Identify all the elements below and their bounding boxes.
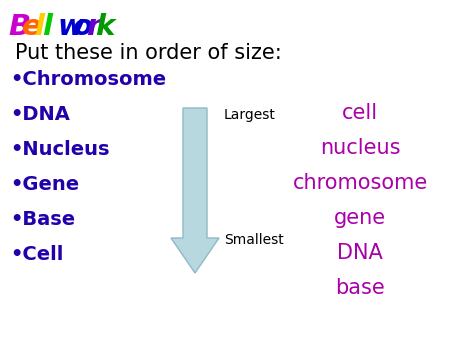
Text: •Chromosome: •Chromosome: [10, 70, 166, 89]
Text: •Nucleus: •Nucleus: [10, 140, 109, 159]
Text: chromosome: chromosome: [292, 173, 428, 193]
Polygon shape: [171, 108, 219, 273]
Text: l: l: [42, 13, 52, 41]
Text: gene: gene: [334, 208, 386, 228]
Text: Largest: Largest: [224, 108, 276, 122]
Text: cell: cell: [342, 103, 378, 123]
Text: •Cell: •Cell: [10, 245, 63, 264]
Text: e: e: [22, 13, 42, 41]
Text: l: l: [34, 13, 44, 41]
Text: w: w: [57, 13, 84, 41]
Text: •Gene: •Gene: [10, 175, 79, 194]
Text: DNA: DNA: [337, 243, 383, 263]
Text: o: o: [73, 13, 93, 41]
Text: k: k: [95, 13, 114, 41]
Text: B: B: [8, 13, 30, 41]
Text: •DNA: •DNA: [10, 105, 70, 124]
Text: base: base: [335, 278, 385, 298]
Text: Smallest: Smallest: [224, 233, 284, 247]
Text: r: r: [86, 13, 100, 41]
Text: •Base: •Base: [10, 210, 75, 229]
Text: Put these in order of size:: Put these in order of size:: [15, 43, 282, 63]
Text: nucleus: nucleus: [320, 138, 400, 158]
